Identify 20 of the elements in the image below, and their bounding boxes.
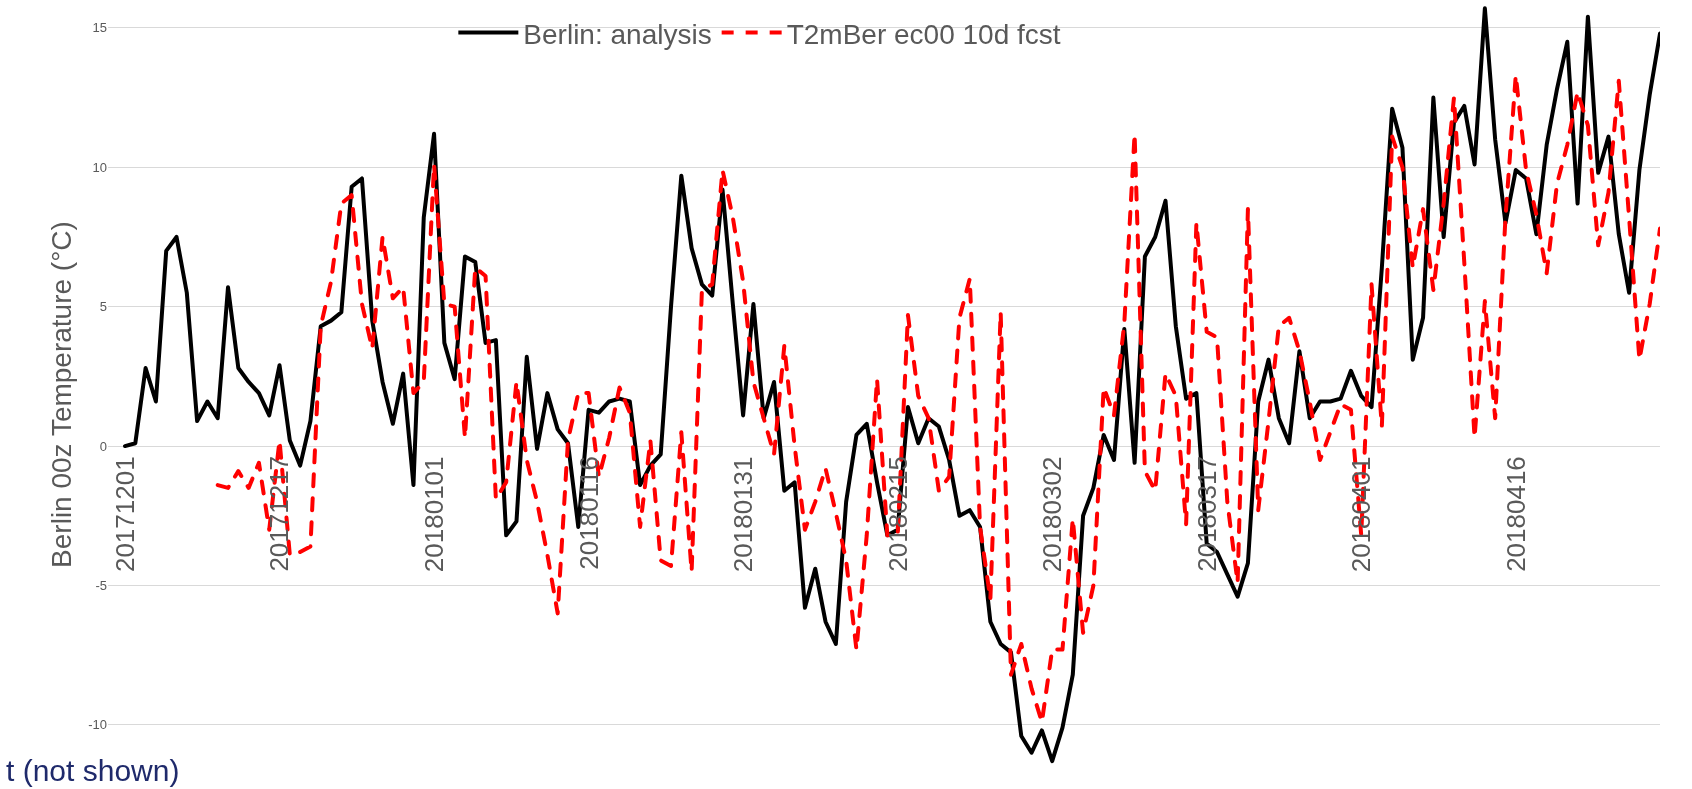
x-tick-label: 20180302	[1037, 456, 1068, 573]
y-tick-label: -10	[88, 717, 107, 733]
x-tick-label: 20171201	[109, 456, 140, 573]
y-tick-label: 5	[99, 299, 107, 315]
x-tick-label: 20180116	[573, 455, 604, 570]
y-axis-title: Berlin 00z Temperature (°C)	[45, 221, 77, 568]
y-tick-label: -5	[95, 578, 107, 594]
x-tick-label: 20180101	[418, 456, 449, 573]
y-tick-label: 0	[99, 438, 107, 454]
y-tick-label: 10	[92, 159, 107, 175]
x-tick-label: 20180317	[1191, 456, 1222, 572]
x-tick-label: 20180131	[728, 456, 759, 573]
annotation: t (not shown)	[6, 754, 180, 787]
x-tick-label: 20171217	[264, 455, 295, 572]
x-tick-label: 20180416	[1500, 456, 1531, 572]
legend-label: T2mBer ec00 10d fcst	[786, 18, 1061, 50]
y-tick-label: 15	[92, 20, 107, 36]
x-tick-label: 20180401	[1346, 456, 1377, 573]
x-tick-label: 20180215	[882, 456, 913, 572]
legend-label: Berlin: analysis	[523, 18, 712, 50]
